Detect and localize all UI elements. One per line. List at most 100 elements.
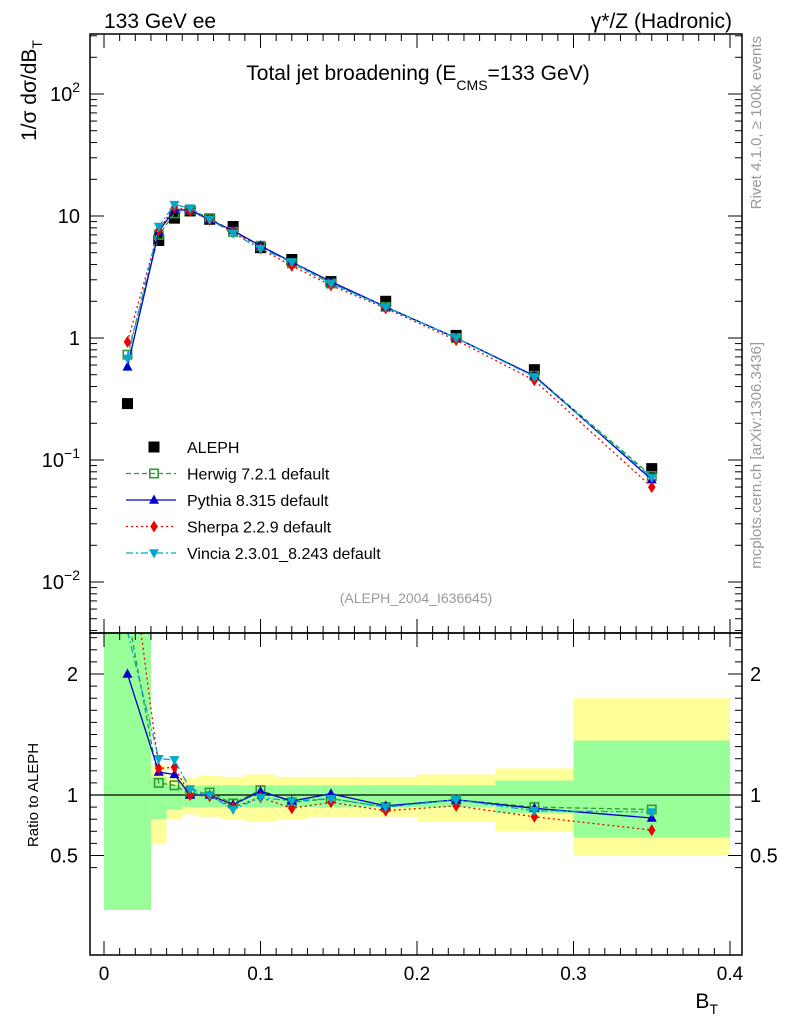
data-point	[153, 222, 164, 233]
y-axis-label-main: 1/σ dσ/dB	[18, 49, 41, 141]
legend-marker	[149, 468, 160, 479]
ratio-band-green-bin	[354, 785, 417, 808]
data-point	[153, 234, 165, 246]
data-point	[528, 364, 540, 376]
ratio-point	[169, 756, 180, 766]
ratio-point	[255, 793, 266, 803]
ratio-point	[155, 762, 163, 775]
series-vincia	[122, 200, 657, 483]
ratio-point	[529, 806, 540, 817]
ratio-point	[186, 789, 194, 801]
data-point	[646, 463, 658, 475]
y-axis-label: 1/σ dσ/dBT	[18, 40, 45, 141]
data-point	[380, 303, 391, 313]
ratio-point	[228, 805, 239, 816]
series-line	[126, 203, 653, 478]
header-right: γ*/Z (Hadronic)	[591, 10, 732, 33]
data-point	[228, 229, 239, 239]
ratio-point	[380, 803, 391, 813]
legend-entry: Vincia 2.3.01_8.243 default	[126, 546, 381, 563]
ratio-point	[288, 802, 296, 815]
y-tick-label: 10−2	[42, 567, 80, 594]
ratio-point	[169, 768, 180, 779]
ratio-series-group	[122, 633, 657, 837]
y-tick-label: 10	[58, 206, 80, 228]
ratio-y-axis-label: Ratio to ALEPH	[25, 743, 42, 847]
ratio-y-tick-label-left: 2	[67, 664, 78, 686]
ratio-y-tick-label-right: 2	[750, 664, 761, 686]
ratio-point	[648, 824, 656, 837]
legend-marker	[148, 441, 160, 453]
legend-entry: Pythia 8.315 default	[126, 493, 329, 510]
mcplots-label: mcplots.cern.ch [arXiv:1306.3436]	[748, 342, 765, 569]
legend-label: Sherpa 2.2.9 default	[187, 520, 332, 537]
legend-marker	[149, 494, 159, 504]
plot-title-sub: CMS	[456, 77, 487, 93]
plot-title-tail: =133 GeV)	[488, 62, 590, 85]
y-tick-label: 102	[50, 79, 80, 106]
y-tick-label: 1	[69, 328, 80, 350]
x-axis-label: BT	[695, 990, 718, 1017]
ratio-point	[255, 785, 266, 796]
x-tick-label: 0.4	[717, 964, 744, 985]
x-tick-label: 0.1	[247, 964, 273, 985]
ratio-point	[452, 799, 460, 812]
ratio-point	[153, 754, 164, 765]
ratio-y-tick-label-right: 1	[750, 785, 761, 807]
y-tick-label: 10−1	[42, 445, 80, 472]
ratio-point	[204, 791, 215, 801]
legend-label: Pythia 8.315 default	[187, 493, 329, 510]
data-point	[169, 200, 180, 211]
series-herwig	[122, 204, 657, 481]
data-point	[122, 354, 133, 364]
data-point	[255, 244, 266, 255]
legend-label: Herwig 7.2.1 default	[187, 467, 330, 484]
plot-title-main: Total jet broadening (E	[246, 62, 456, 85]
data-point	[380, 295, 392, 307]
header-left: 133 GeV ee	[104, 10, 216, 33]
ratio-y-tick-label-left: 0.5	[50, 846, 78, 868]
legend-entry: ALEPH	[148, 440, 239, 457]
legend-label: Vincia 2.3.01_8.243 default	[187, 546, 381, 563]
data-point	[646, 473, 657, 483]
data-point	[122, 361, 133, 371]
main-series-group	[121, 200, 658, 494]
ratio-point	[122, 668, 133, 678]
main-frame	[89, 33, 743, 634]
series-aleph	[121, 205, 658, 475]
data-point	[204, 215, 215, 225]
x-tick-label: 0.3	[560, 964, 586, 985]
ratio-y-tick-label-right: 0.5	[750, 846, 778, 868]
data-point	[185, 204, 196, 214]
legend-label: ALEPH	[187, 440, 239, 457]
data-point	[286, 258, 297, 268]
data-point	[648, 481, 656, 494]
ratio-uncertainty-bands	[90, 634, 742, 910]
ratio-point	[325, 794, 336, 805]
reference-label: (ALEPH_2004_I636645)	[340, 590, 493, 606]
data-point	[529, 373, 540, 383]
data-point	[123, 335, 132, 348]
ratio-point	[530, 810, 539, 823]
x-tick-label: 0	[99, 964, 110, 985]
y-axis-label-sub: T	[29, 40, 45, 49]
ratio-point	[451, 796, 462, 806]
ratio-point	[646, 808, 657, 818]
legend-entry: Sherpa 2.2.9 default	[126, 520, 332, 537]
series-line	[126, 208, 653, 477]
x-axis-label-main: B	[695, 990, 709, 1013]
x-axis-label-sub: T	[709, 1001, 718, 1017]
legend-marker	[150, 520, 158, 533]
ratio-point	[185, 785, 196, 795]
ratio-band-green-bin	[104, 634, 151, 910]
ratio-y-tick-label-left: 1	[67, 785, 78, 807]
legend-marker	[149, 549, 159, 559]
legend: ALEPH Herwig 7.2.1 default Pythia 8.315 de…	[126, 440, 381, 563]
data-point	[325, 279, 336, 289]
ratio-band-green-bin	[573, 740, 730, 838]
ratio-band-green-bin	[166, 785, 183, 810]
plot-title: Total jet broadening (ECMS=133 GeV)	[246, 62, 589, 93]
ratio-frame	[89, 632, 743, 956]
ratio-series-vincia	[127, 633, 657, 818]
data-point	[121, 398, 133, 410]
